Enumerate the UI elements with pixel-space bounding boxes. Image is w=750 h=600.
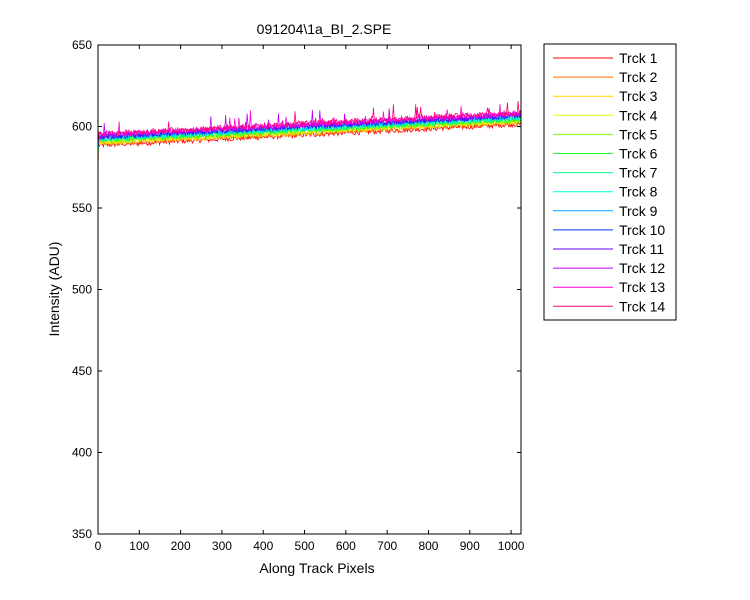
x-tick-label: 600 [336,539,356,553]
legend-box [543,43,677,321]
x-tick-label: 300 [212,539,232,553]
legend-label: Trck 4 [619,107,658,123]
y-tick-label: 650 [72,38,92,52]
y-tick-label: 550 [72,201,92,215]
x-axis: 0 100 200 300 400 500 600 700 800 900 1000 [95,45,525,553]
legend-label: Trck 12 [619,260,665,276]
y-axis-label: Intensity (ADU) [46,242,62,337]
legend-label: Trck 3 [619,88,658,104]
legend-label: Trck 14 [619,298,665,314]
legend: Trck 1 Trck 2 Trck 3 Trck 4 Trck 5 Trck 6 Trck… [543,43,677,321]
x-tick-label: 0 [95,539,102,553]
chart-title: 091204\1a_BI_2.SPE [257,21,392,37]
x-tick-label: 1000 [498,539,525,553]
series-layer [97,100,521,176]
x-tick-label: 700 [377,539,397,553]
y-tick-label: 400 [72,446,92,460]
legend-label: Trck 9 [619,203,658,219]
legend-label: Trck 7 [619,165,658,181]
y-tick-label: 500 [72,283,92,297]
y-tick-label: 600 [72,120,92,134]
legend-label: Trck 10 [619,222,665,238]
legend-label: Trck 1 [619,50,658,66]
x-tick-label: 200 [171,539,191,553]
legend-label: Trck 13 [619,279,665,295]
legend-label: Trck 11 [619,241,664,257]
y-axis: 350 400 450 500 550 600 650 [72,38,521,541]
x-tick-label: 900 [460,539,480,553]
legend-label: Trck 8 [619,184,658,200]
legend-label: Trck 2 [619,69,658,85]
x-tick-label: 800 [418,539,438,553]
y-tick-label: 350 [72,527,92,541]
x-axis-label: Along Track Pixels [259,560,374,576]
series-line [97,100,521,148]
x-tick-label: 500 [295,539,315,553]
legend-label: Trck 5 [619,126,658,142]
x-tick-label: 100 [129,539,149,553]
x-tick-label: 400 [253,539,273,553]
y-tick-label: 450 [72,364,92,378]
legend-label: Trck 6 [619,146,658,162]
